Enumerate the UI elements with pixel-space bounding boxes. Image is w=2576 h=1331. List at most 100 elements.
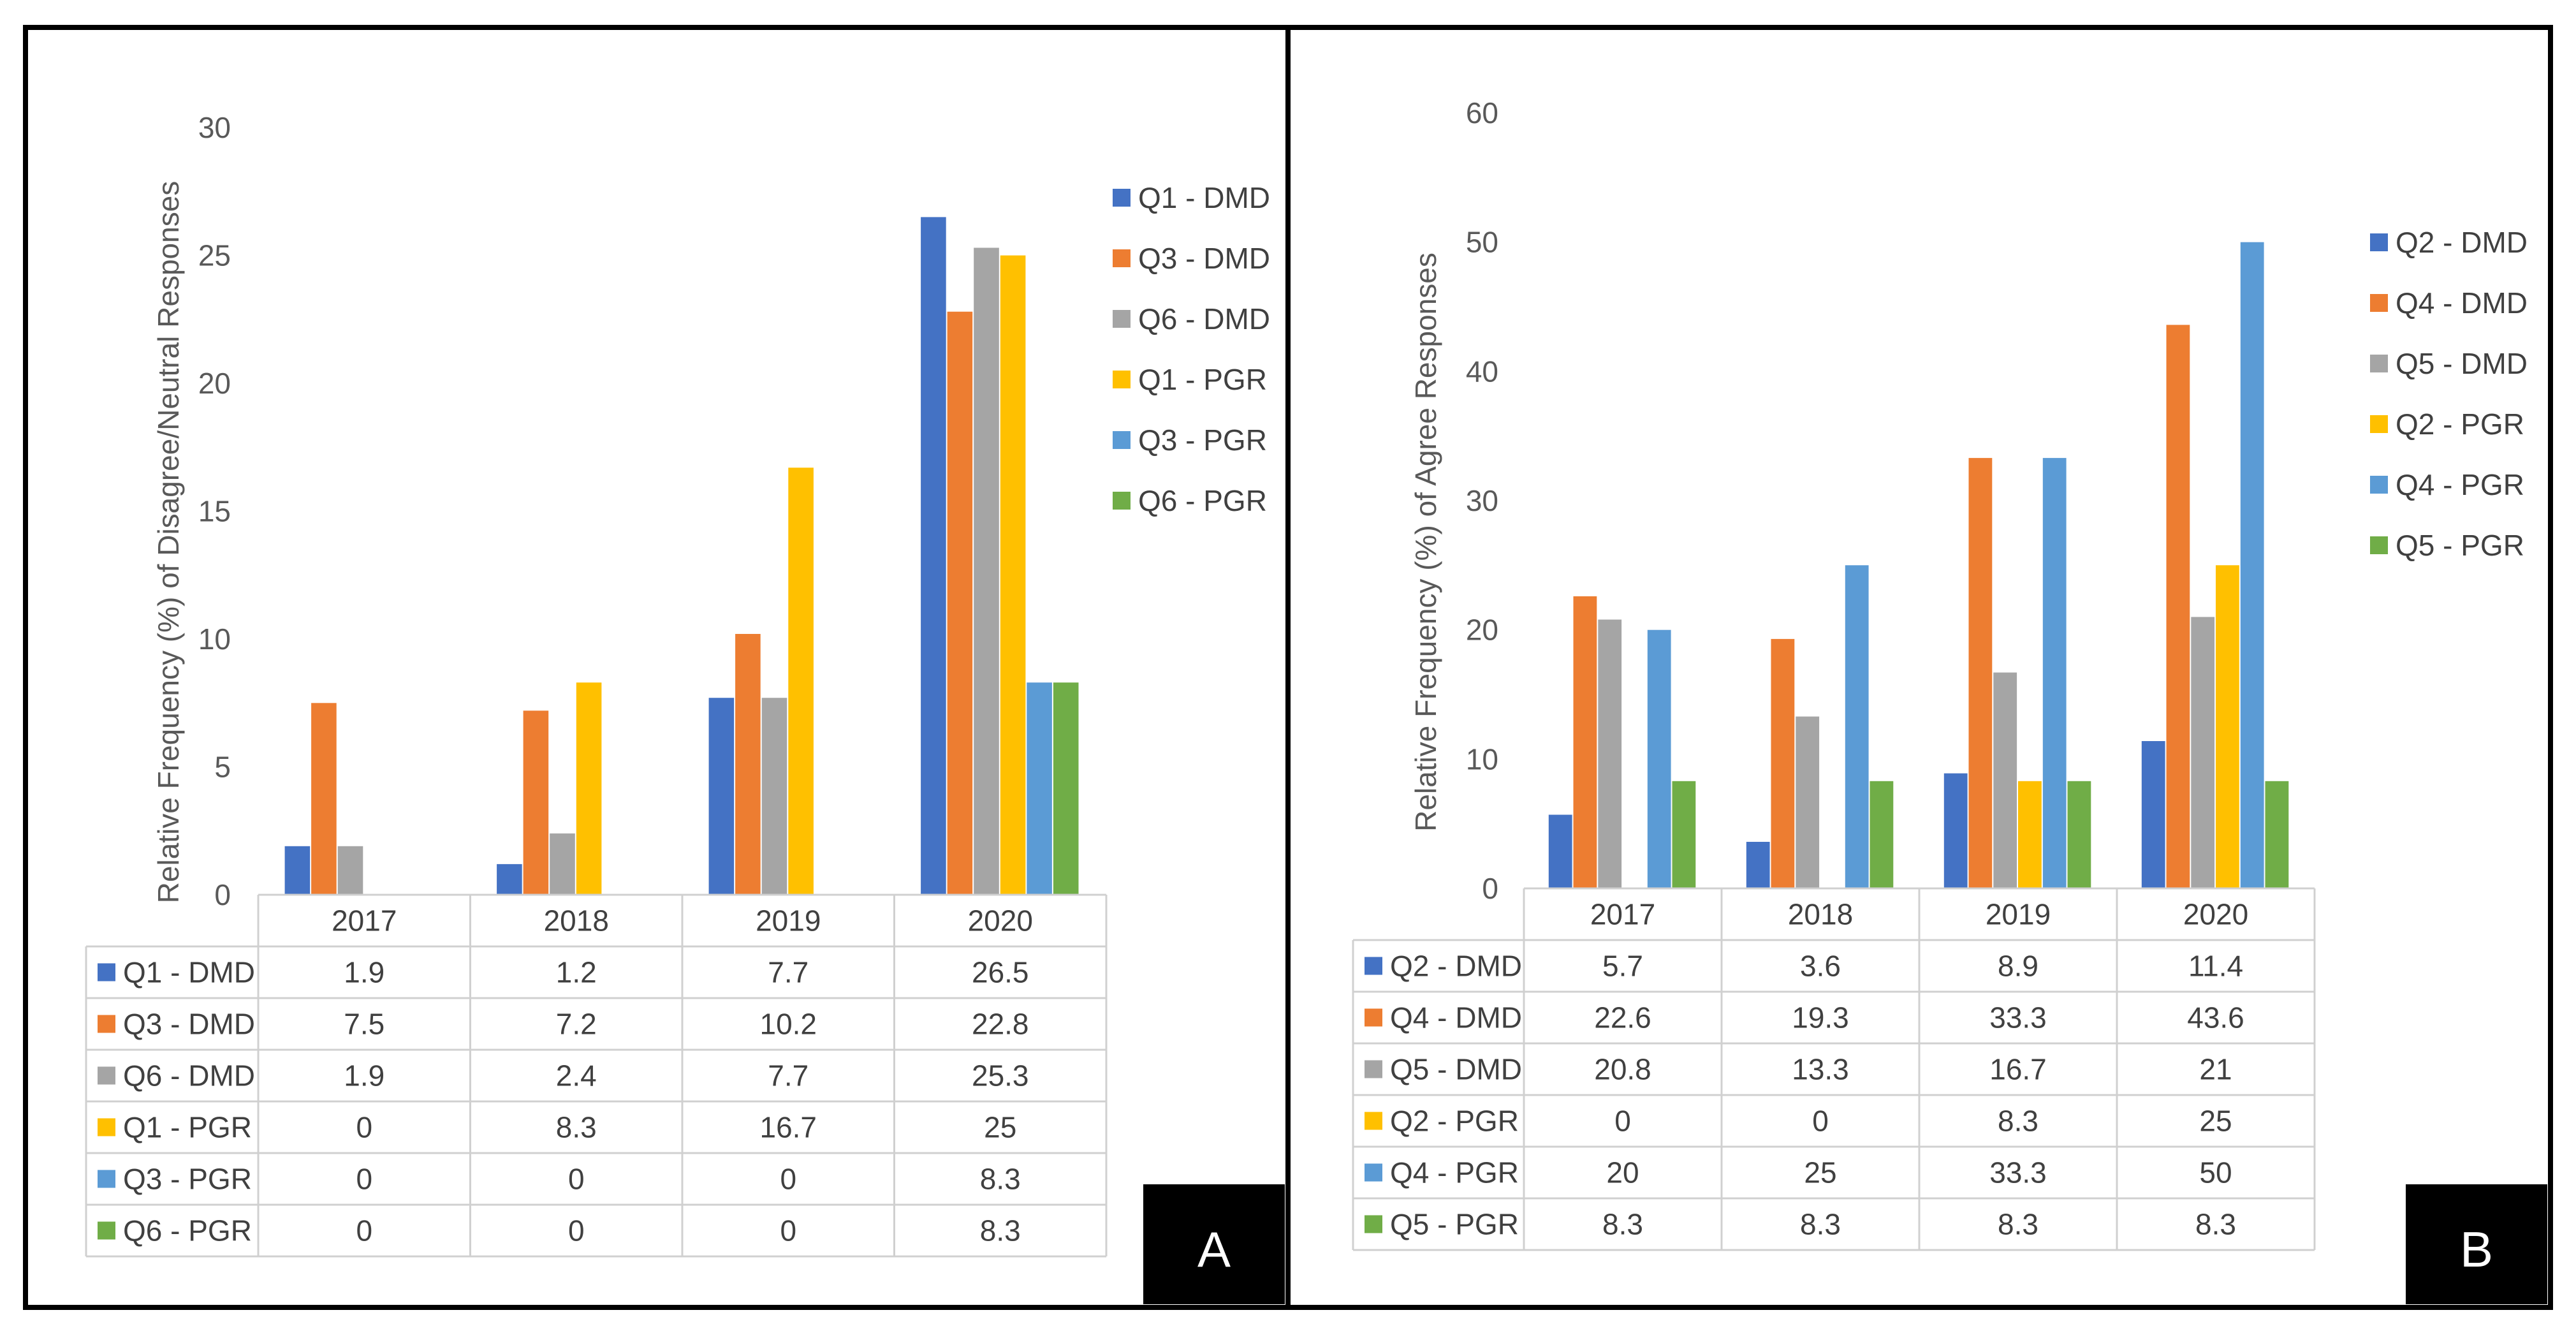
table-cell-value: 0 [1614, 1105, 1631, 1138]
table-series-name: Q5 - PGR [1390, 1208, 1519, 1241]
table-cell-value: 8.3 [1998, 1105, 2038, 1138]
panel-a-label-box [1143, 1184, 1285, 1304]
bar-b-s2-c1 [1796, 716, 1820, 888]
legend-swatch [1113, 492, 1131, 510]
legend-label: Q1 - PGR [1138, 363, 1267, 396]
x-tick-label: 2019 [756, 904, 821, 938]
panel-b-y-axis-label: Relative Frequency (%) of Agree Response… [1409, 253, 1442, 832]
x-tick-label: 2020 [2183, 898, 2248, 931]
bar-b-s1-c0 [1573, 596, 1597, 888]
panel-b: Relative Frequency (%) of Agree Response… [1285, 25, 2553, 1310]
legend-label: Q4 - PGR [2396, 468, 2524, 501]
bar-b-s1-c3 [2166, 325, 2190, 888]
bar-b-s3-c3 [2216, 565, 2239, 888]
table-swatch [1365, 957, 1382, 975]
x-tick-label: 2020 [968, 904, 1033, 938]
legend-swatch [2370, 476, 2388, 494]
table-swatch [1365, 1112, 1382, 1130]
bar-a-s3-c2 [788, 467, 814, 895]
y-tick-label: 40 [1466, 355, 1498, 388]
bar-b-s4-c1 [1845, 565, 1869, 888]
legend-label: Q2 - DMD [2396, 226, 2528, 259]
bar-b-s2-c2 [1993, 672, 2017, 888]
panel-b-frame [1285, 25, 2553, 1310]
panel-a: Relative Frequency (%) of Disagree/Neutr… [23, 25, 1291, 1310]
bar-b-s0-c2 [1943, 773, 1968, 888]
bar-a-s3-c1 [576, 682, 602, 895]
bar-a-s1-c3 [947, 311, 973, 895]
table-cell-value: 11.4 [2188, 950, 2243, 983]
panel-a-bars [284, 217, 1079, 895]
bar-b-s2-c0 [1598, 619, 1622, 888]
bar-a-s1-c0 [311, 703, 337, 895]
y-tick-label: 0 [1482, 872, 1498, 905]
table-cell-value: 22.8 [972, 1008, 1029, 1041]
bar-a-s0-c0 [284, 846, 311, 895]
table-cell-value: 8.9 [1998, 950, 2038, 983]
table-series-name: Q4 - PGR [1390, 1156, 1519, 1189]
bar-a-s2-c3 [974, 247, 999, 895]
table-series-name: Q4 - DMD [1390, 1001, 1522, 1034]
table-series-name: Q3 - PGR [123, 1163, 252, 1196]
bar-a-s0-c3 [921, 217, 946, 895]
panel-a-legend: Q1 - DMD Q3 - DMD Q6 - DMD Q1 - PGR Q3 - PGR… [1113, 181, 1270, 517]
panel-b-data-table: 2017 2018 2019 2020 Q2 - DMD 5.7 3.6 8.9 11.4 Q4 … [1352, 887, 2316, 1251]
bar-a-s5-c3 [1053, 682, 1079, 895]
table-cell-value: 16.7 [1989, 1053, 2047, 1086]
table-series-name: Q3 - DMD [123, 1008, 255, 1041]
legend-label: Q3 - PGR [1138, 423, 1267, 457]
table-series-name: Q2 - DMD [1390, 950, 1522, 983]
panel-b-label: B [2460, 1221, 2493, 1277]
bar-b-s5-c0 [1672, 781, 1696, 888]
bar-a-s4-c3 [1027, 682, 1052, 895]
panel-a-y-ticks: 0 5 10 15 20 25 30 [198, 111, 231, 911]
table-series-name: Q6 - DMD [123, 1059, 255, 1092]
bar-b-s3-c2 [2018, 781, 2042, 888]
table-cell-value: 1.9 [344, 956, 384, 989]
table-cell-value: 8.3 [1800, 1208, 1841, 1241]
table-cell-value: 25 [1804, 1156, 1836, 1189]
table-cell-value: 8.3 [2195, 1208, 2236, 1241]
table-cell-value: 26.5 [972, 956, 1029, 989]
bar-b-s5-c1 [1870, 781, 1894, 888]
table-cell-value: 3.6 [1800, 950, 1841, 983]
table-cell-value: 43.6 [2187, 1001, 2244, 1034]
y-tick-label: 60 [1466, 96, 1498, 129]
legend-label: Q5 - PGR [2396, 529, 2524, 562]
table-cell-value: 16.7 [759, 1111, 817, 1144]
legend-swatch [2370, 536, 2388, 554]
legend-label: Q3 - DMD [1138, 242, 1270, 275]
table-cell-value: 10.2 [759, 1008, 817, 1041]
table-cell-value: 0 [1812, 1105, 1829, 1138]
table-swatch [1365, 1060, 1382, 1078]
x-tick-label: 2017 [1590, 898, 1655, 931]
legend-swatch [2370, 415, 2388, 433]
table-cell-value: 8.3 [980, 1214, 1021, 1247]
legend-swatch [2370, 294, 2388, 312]
panel-a-data-table: 2017 2018 2019 2020 Q1 - DMD 1.9 1.2 7.7 26.5 Q3 … [85, 893, 1108, 1258]
legend-label: Q5 - DMD [2396, 347, 2528, 380]
bar-a-s1-c2 [735, 634, 761, 895]
y-tick-label: 20 [1466, 614, 1498, 647]
table-cell-value: 0 [568, 1214, 585, 1247]
x-tick-label: 2017 [332, 904, 397, 938]
table-series-name: Q5 - DMD [1390, 1053, 1522, 1086]
table-cell-value: 8.3 [1998, 1208, 2038, 1241]
bar-a-s2-c2 [761, 698, 787, 895]
bar-b-s2-c3 [2191, 617, 2215, 888]
bar-a-s2-c0 [337, 846, 363, 895]
table-swatch [98, 1015, 115, 1033]
table-cell-value: 7.5 [344, 1008, 384, 1041]
bar-b-s5-c3 [2265, 781, 2289, 888]
legend-label: Q6 - PGR [1138, 484, 1267, 517]
bar-b-s0-c0 [1548, 814, 1572, 888]
y-tick-label: 5 [214, 751, 231, 784]
bar-a-s0-c2 [708, 698, 735, 895]
legend-swatch [1113, 371, 1131, 388]
table-swatch [98, 963, 115, 982]
table-series-name: Q6 - PGR [123, 1214, 252, 1247]
table-cell-value: 7.2 [556, 1008, 597, 1041]
table-swatch [98, 1170, 115, 1188]
table-cell-value: 0 [568, 1163, 585, 1196]
table-cell-value: 33.3 [1989, 1156, 2047, 1189]
